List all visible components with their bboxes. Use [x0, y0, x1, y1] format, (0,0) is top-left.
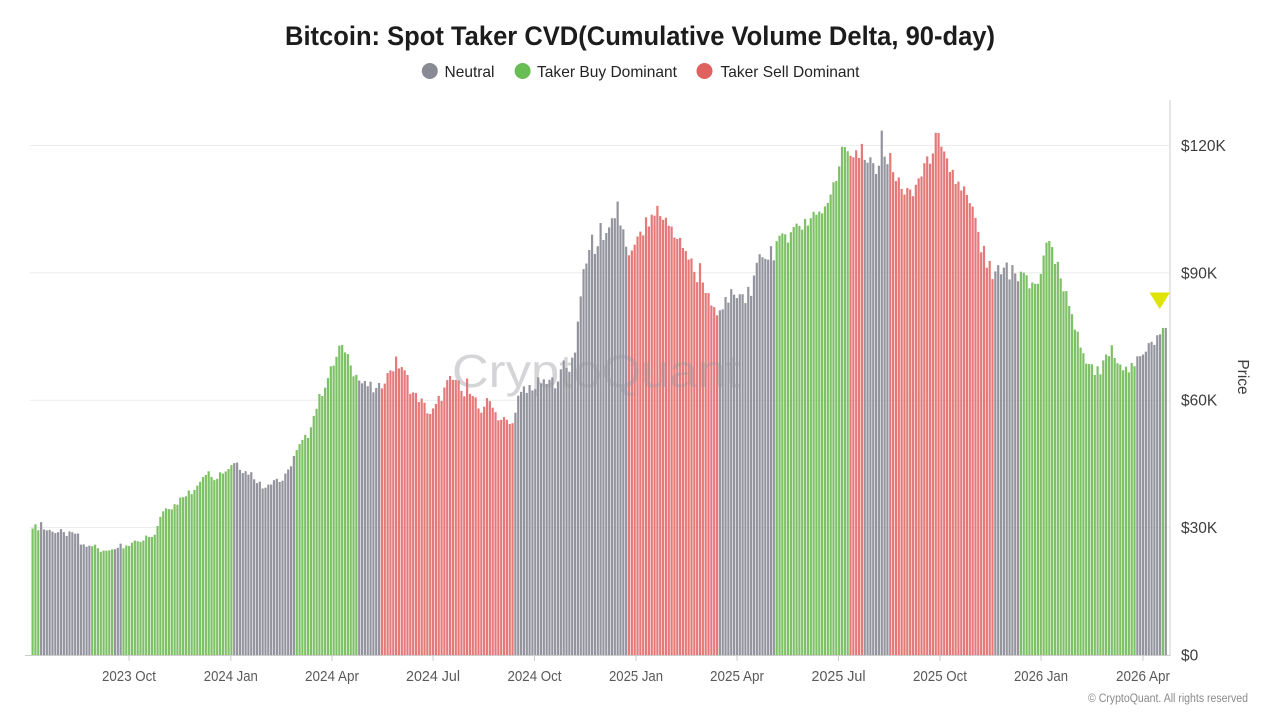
- svg-text:$30K: $30K: [1181, 520, 1218, 537]
- svg-text:2024 Apr: 2024 Apr: [305, 668, 359, 685]
- svg-text:2025 Oct: 2025 Oct: [913, 668, 968, 685]
- svg-text:2024 Jul: 2024 Jul: [406, 668, 460, 685]
- svg-text:Price: Price: [1234, 359, 1251, 394]
- svg-text:$90K: $90K: [1181, 265, 1218, 282]
- svg-text:2026 Apr: 2026 Apr: [1116, 668, 1170, 685]
- svg-text:Neutral: Neutral: [445, 64, 495, 81]
- svg-text:2025 Jul: 2025 Jul: [812, 668, 866, 685]
- svg-text:2024 Jan: 2024 Jan: [204, 668, 258, 685]
- svg-text:$60K: $60K: [1181, 393, 1218, 410]
- svg-text:Taker Buy Dominant: Taker Buy Dominant: [537, 64, 678, 81]
- svg-text:2026 Jan: 2026 Jan: [1014, 668, 1068, 685]
- svg-text:$120K: $120K: [1181, 138, 1226, 155]
- svg-text:© CryptoQuant. All rights rese: © CryptoQuant. All rights reserved: [1088, 693, 1248, 705]
- svg-text:2025 Jan: 2025 Jan: [609, 668, 663, 685]
- svg-text:2023 Oct: 2023 Oct: [102, 668, 157, 685]
- svg-text:$0: $0: [1181, 647, 1199, 664]
- svg-text:Taker Sell Dominant: Taker Sell Dominant: [721, 64, 861, 81]
- svg-text:CryptoQuant: CryptoQuant: [452, 345, 740, 397]
- svg-text:2025 Apr: 2025 Apr: [710, 668, 764, 685]
- svg-text:2024 Oct: 2024 Oct: [508, 668, 563, 685]
- svg-text:Bitcoin: Spot Taker CVD(Cumula: Bitcoin: Spot Taker CVD(Cumulative Volum…: [285, 21, 995, 51]
